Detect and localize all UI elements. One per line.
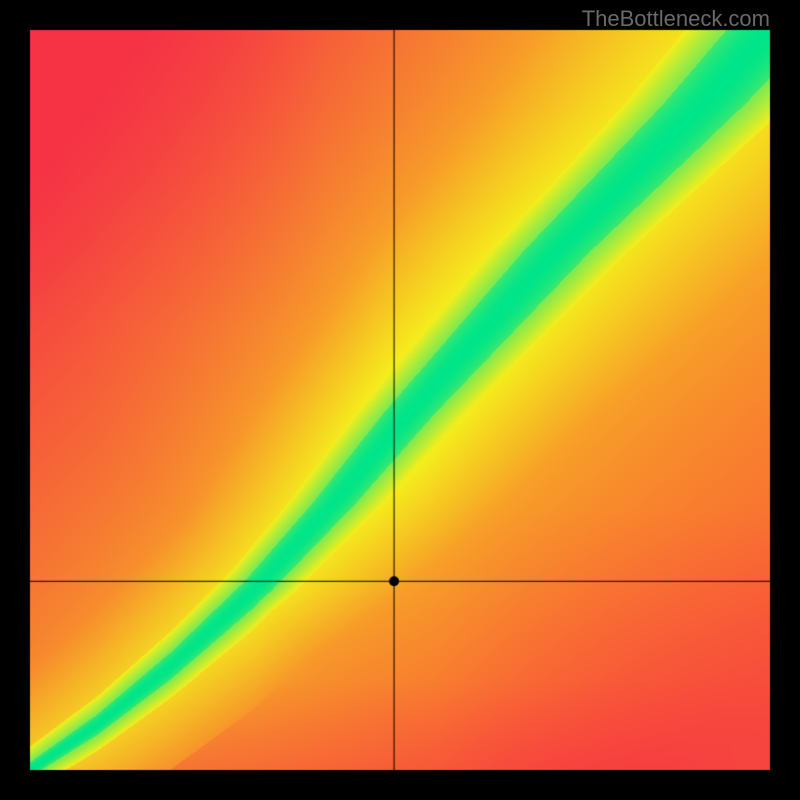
- chart-container: TheBottleneck.com: [0, 0, 800, 800]
- watermark-text: TheBottleneck.com: [582, 6, 770, 32]
- heatmap-canvas: [0, 0, 800, 800]
